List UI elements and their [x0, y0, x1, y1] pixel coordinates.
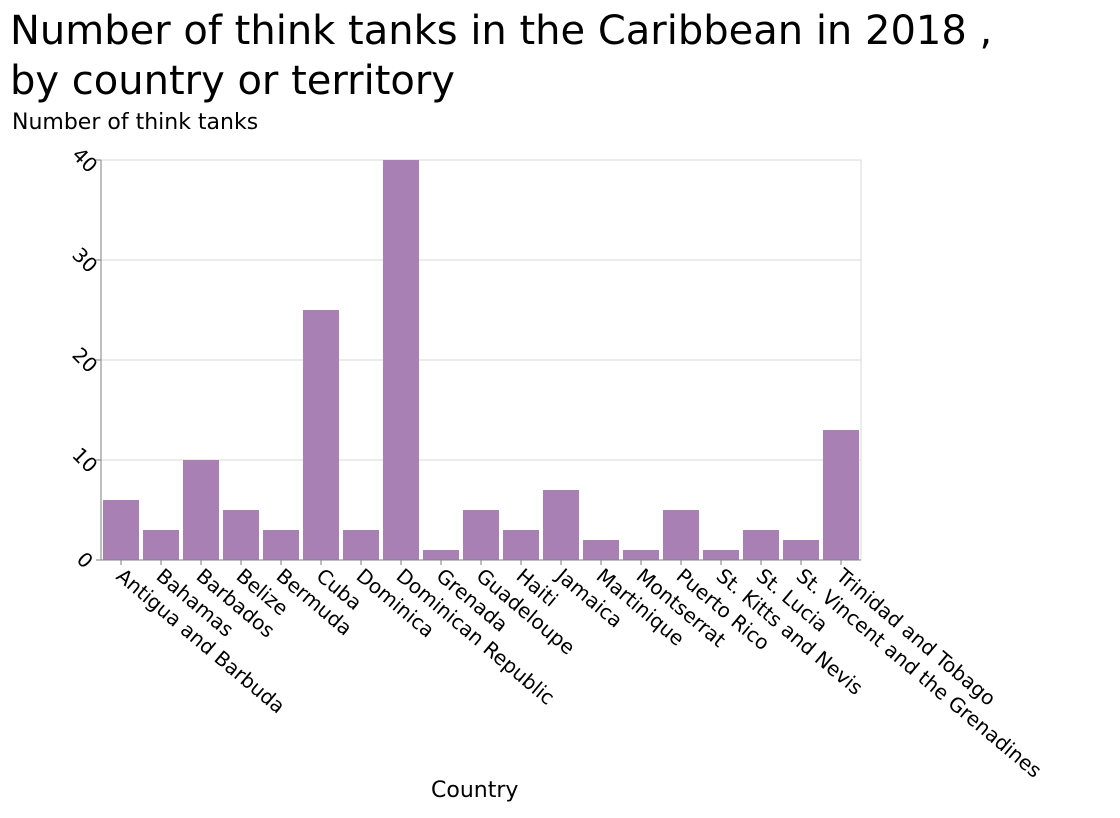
- y-tick-label: 10: [68, 443, 103, 478]
- chart-title: Number of think tanks in the Caribbean i…: [10, 8, 993, 104]
- bar: [623, 550, 659, 560]
- bar: [423, 550, 459, 560]
- bar: [743, 530, 779, 560]
- bar: [503, 530, 539, 560]
- bar: [823, 430, 859, 560]
- bar: [703, 550, 739, 560]
- bar: [463, 510, 499, 560]
- bar: [383, 160, 419, 560]
- bar: [343, 530, 379, 560]
- bar: [263, 530, 299, 560]
- bar: [183, 460, 219, 560]
- y-tick-label: 40: [68, 143, 103, 178]
- bar: [783, 540, 819, 560]
- bar: [223, 510, 259, 560]
- y-axis-label: Number of think tanks: [12, 110, 259, 135]
- y-tick-label: 0: [72, 547, 98, 573]
- bar: [143, 530, 179, 560]
- bar: [583, 540, 619, 560]
- x-axis-label: Country: [431, 778, 519, 803]
- bar: [543, 490, 579, 560]
- bar: [103, 500, 139, 560]
- bar: [663, 510, 699, 560]
- y-tick-label: 20: [68, 343, 103, 378]
- bar: [303, 310, 339, 560]
- y-tick-label: 30: [68, 243, 103, 278]
